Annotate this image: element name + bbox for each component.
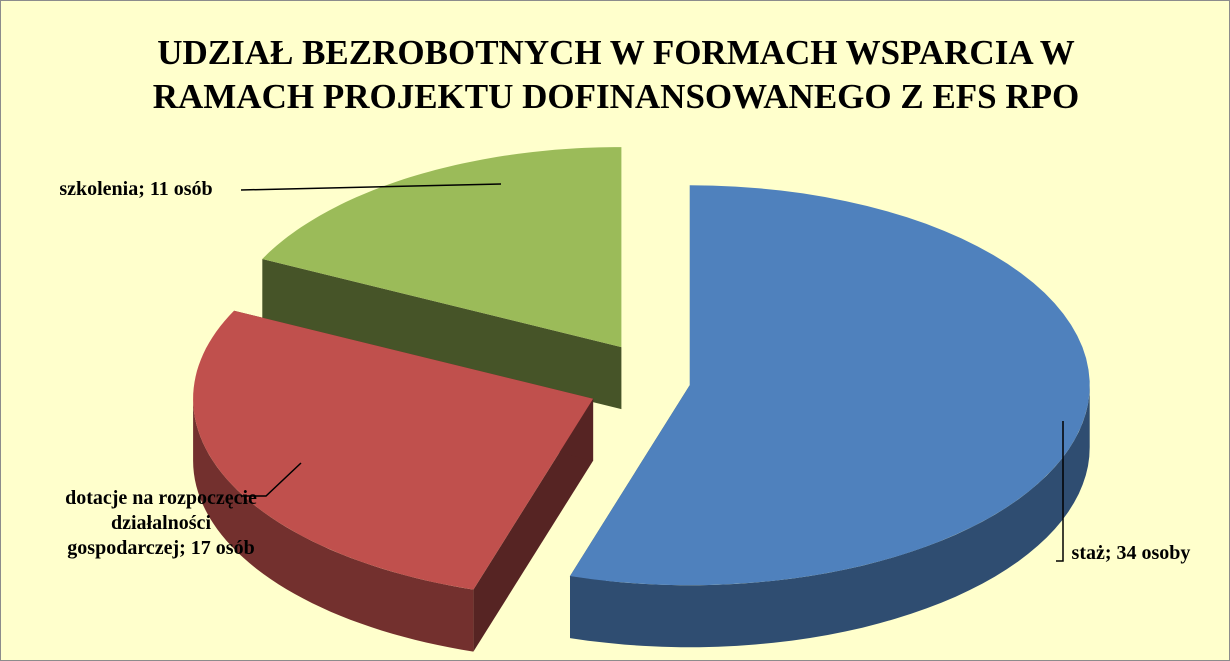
slice-top	[193, 310, 594, 590]
slice	[193, 310, 594, 652]
data-label: szkolenia; 11 osób	[59, 178, 213, 200]
slice-side	[473, 398, 594, 652]
data-label: staż; 34 osoby	[1071, 542, 1191, 564]
slice-side	[262, 259, 622, 410]
slice-wall	[193, 398, 474, 652]
slice-wall	[570, 385, 1090, 648]
slice-top	[262, 147, 622, 348]
leader-line	[240, 183, 502, 191]
chart-title: UDZIAŁ BEZROBOTNYCH W FORMACH WSPARCIA W…	[152, 33, 1080, 116]
leader-line	[241, 462, 302, 497]
data-label: dotacje na rozpoczęcie działalności gosp…	[65, 487, 257, 559]
leader-line	[1056, 421, 1064, 562]
slice	[262, 147, 622, 410]
slice-top	[570, 185, 1090, 586]
slice	[570, 185, 1090, 648]
